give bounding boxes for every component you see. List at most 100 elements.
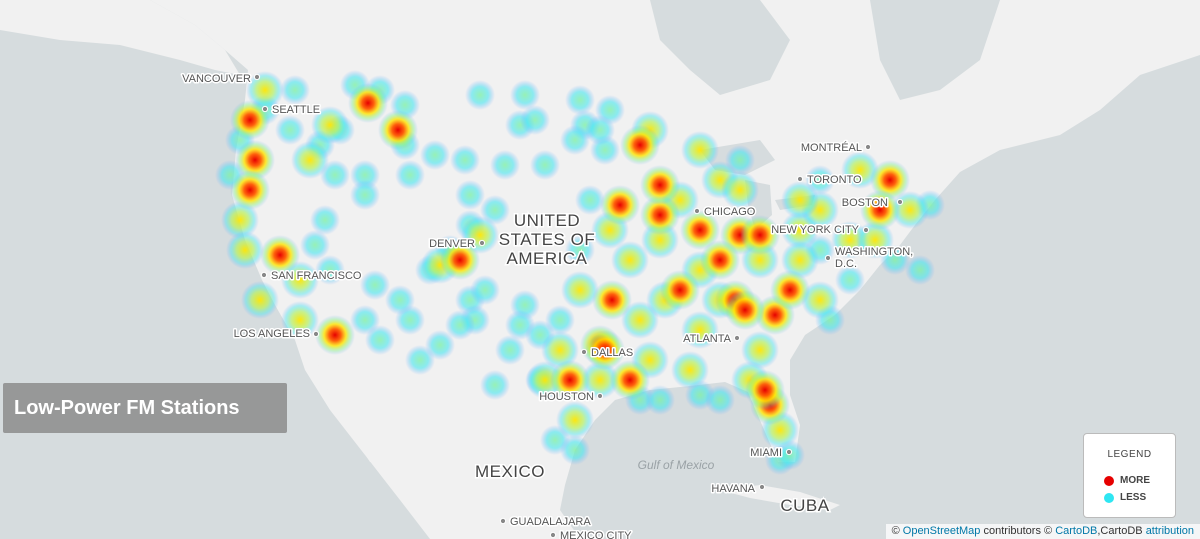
labels: VANCOUVER SEATTLE SAN FRANCISCO LOS ANGELES… xyxy=(181,72,915,539)
city-label: SAN FRANCISCO xyxy=(271,270,362,282)
city-label: BOSTON xyxy=(842,197,888,209)
heat-blob xyxy=(480,195,510,225)
heat-blob xyxy=(350,180,380,210)
city-label: HAVANA xyxy=(711,483,755,495)
heat-blob xyxy=(705,385,735,415)
heat-blob xyxy=(530,150,560,180)
heat-blob xyxy=(781,241,819,279)
baja xyxy=(315,345,380,462)
city-dot xyxy=(260,271,268,279)
city-dot xyxy=(478,239,486,247)
heat-blob xyxy=(241,281,279,319)
city-dot xyxy=(549,531,557,539)
legend-item: LESS xyxy=(1104,489,1175,506)
heat-blob xyxy=(611,241,649,279)
heat-blob xyxy=(681,311,719,349)
heat-blob xyxy=(490,150,520,180)
map-title: Low-Power FM Stations xyxy=(3,383,287,433)
heat-blob xyxy=(561,271,599,309)
atlantic xyxy=(870,0,1000,100)
cuba xyxy=(720,485,840,510)
city-label: TORONTO xyxy=(807,174,862,186)
heat-blob xyxy=(365,325,395,355)
city-label: DENVER xyxy=(429,238,475,250)
heat-blob xyxy=(592,280,632,320)
city-label: DALLAS xyxy=(591,347,633,359)
city-label: VANCOUVER xyxy=(182,73,251,85)
legend: LEGEND MORE LESS xyxy=(1083,433,1176,518)
heat-blob xyxy=(315,315,355,355)
heat-blob xyxy=(455,180,485,210)
city-dot xyxy=(580,348,588,356)
heat-blob xyxy=(385,285,415,315)
heat-blob xyxy=(230,170,270,210)
city-dot xyxy=(253,73,261,81)
attr-link[interactable]: CartoDB xyxy=(1055,525,1098,537)
heat-blob xyxy=(291,141,329,179)
heat-blob xyxy=(310,205,340,235)
city-label: MIAMI xyxy=(750,447,782,459)
country-label: UNITED xyxy=(514,211,580,230)
city-dot xyxy=(862,226,870,234)
heat-blob xyxy=(745,370,785,410)
heat-blob xyxy=(541,331,579,369)
legend-title: LEGEND xyxy=(1107,449,1152,460)
heat-blob xyxy=(565,85,595,115)
attr-link[interactable]: attribution xyxy=(1145,525,1194,537)
legend-label: MORE xyxy=(1120,475,1150,486)
heat-blob xyxy=(781,181,819,219)
legend-label: LESS xyxy=(1120,492,1147,503)
city-dot xyxy=(733,334,741,342)
heat-blob xyxy=(801,281,839,319)
heat-blob xyxy=(465,80,495,110)
heat-blob xyxy=(841,151,879,189)
legend-swatch xyxy=(1104,475,1114,486)
country-label: MEXICO xyxy=(475,462,545,481)
heat-blob xyxy=(600,185,640,225)
city-dot xyxy=(785,448,793,456)
heat-blob xyxy=(581,361,619,399)
city-dot xyxy=(896,198,904,206)
heat-blob xyxy=(640,165,680,205)
city-dot xyxy=(864,143,872,151)
heat-blob xyxy=(565,235,595,265)
attr-text: © xyxy=(891,525,900,537)
heat-blob xyxy=(450,145,480,175)
heat-blob xyxy=(545,305,575,335)
city-label: WASHINGTON, xyxy=(835,246,913,258)
heat-blob xyxy=(860,190,900,230)
heat-blob xyxy=(585,115,615,145)
heat-blob xyxy=(221,201,259,239)
heat-blob xyxy=(835,265,865,295)
heat-blob xyxy=(640,195,680,235)
city-dot xyxy=(796,175,804,183)
heat-blob xyxy=(680,210,720,250)
heat-blob xyxy=(378,110,418,150)
heat-blob xyxy=(445,310,475,340)
heat-blob xyxy=(575,185,605,215)
heat-blob xyxy=(556,401,594,439)
heat-blob xyxy=(235,140,275,180)
heat-blob xyxy=(480,370,510,400)
heat-blob xyxy=(275,115,305,145)
attr-link[interactable]: OpenStreetMap xyxy=(902,525,981,537)
heat-blob xyxy=(420,140,450,170)
heat-blob xyxy=(550,360,590,400)
city-label: ATLANTA xyxy=(683,333,732,345)
heat-blob xyxy=(700,240,740,280)
hudson-bay xyxy=(650,0,790,95)
country-label: AMERICA xyxy=(507,249,588,268)
city-label: LOS ANGELES xyxy=(234,328,310,340)
heat-blob xyxy=(671,351,709,389)
heat-blob xyxy=(770,270,810,310)
heat-blob xyxy=(585,330,625,370)
heat-blob xyxy=(230,100,270,140)
heat-blob xyxy=(281,301,319,339)
legend-swatch xyxy=(1104,492,1114,503)
heat-blob xyxy=(440,240,480,280)
heat-blob xyxy=(360,270,390,300)
heat-blob xyxy=(620,125,660,165)
city-label: SEATTLE xyxy=(272,104,320,116)
